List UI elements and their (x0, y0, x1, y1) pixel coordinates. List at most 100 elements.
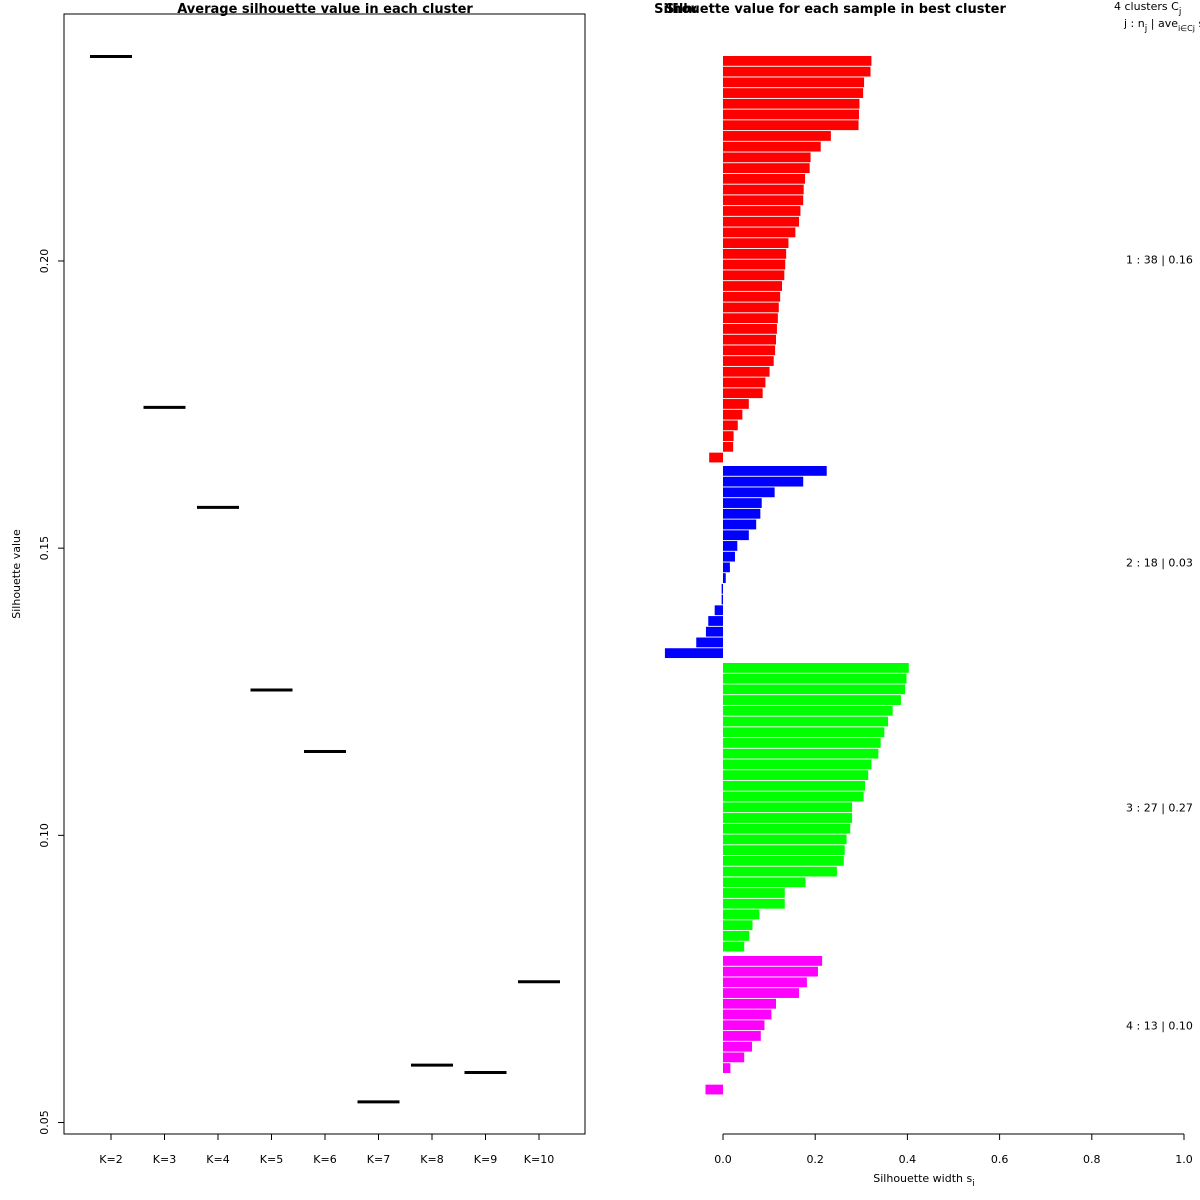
silhouette-bar (723, 216, 800, 227)
silhouette-bar (723, 977, 807, 988)
x-tick-label: K=5 (260, 1153, 283, 1166)
silhouette-bar (723, 562, 730, 573)
silhouette-bar (723, 663, 909, 673)
y-axis-label: Silhouette value (10, 529, 23, 619)
x-tick-label: K=4 (206, 1153, 229, 1166)
y-axis: 0.05 0.10 0.15 0.20 (38, 249, 64, 1135)
cluster-label: 3 : 27 | 0.27 (1126, 802, 1193, 815)
legend-header-line2: j : nj | avei∈Cj s (1123, 17, 1200, 34)
x-tick-label: K=10 (524, 1153, 554, 1166)
silhouette-bar (721, 594, 723, 605)
silhouette-bar (723, 441, 734, 452)
silhouette-bar (723, 195, 804, 206)
silhouette-bar (723, 998, 777, 1009)
silhouette-bar (723, 551, 735, 562)
chart-title: Silhouette value for each sample in best… (654, 2, 1006, 17)
cluster-1-bars (709, 56, 872, 463)
silhouette-bar (723, 716, 889, 727)
silhouette-bar (723, 573, 726, 583)
x-tick-label: 0.4 (899, 1153, 917, 1166)
cluster-labels: 1 : 38 | 0.16 2 : 18 | 0.03 3 : 27 | 0.27 4… (1126, 254, 1193, 1033)
average-silhouette-chart: Average silhouette value in each cluster… (10, 2, 586, 1166)
x-axis: 0.0 0.2 0.4 0.6 0.8 1.0 (714, 1133, 1193, 1166)
silhouette-bar (723, 366, 770, 377)
silhouette-bar (723, 727, 885, 738)
silhouette-bar (723, 673, 907, 684)
cluster-label: 1 : 38 | 0.16 (1126, 254, 1193, 267)
silhouette-bar (723, 377, 766, 388)
silhouette-bar (723, 1041, 753, 1052)
silhouette-bar (723, 302, 779, 313)
silhouette-bar (723, 399, 749, 409)
silhouette-bar (723, 238, 789, 249)
silhouette-bar (723, 1052, 745, 1063)
x-tick-label: 1.0 (1175, 1153, 1193, 1166)
x-axis: K=2 K=3 K=4 K=5 K=6 K=7 K=8 K=9 K=10 (99, 1133, 554, 1166)
silhouette-bar (723, 356, 774, 366)
y-tick-label: 0.15 (38, 536, 51, 561)
silhouette-bar (723, 888, 785, 898)
silhouette-bar (723, 855, 844, 866)
silhouette-bar (723, 909, 760, 920)
silhouette-bar (723, 466, 827, 476)
x-axis-label: Silhouette width si (873, 1172, 975, 1189)
silhouette-bar (723, 845, 845, 856)
silhouette-bar (723, 88, 864, 98)
silhouette-bar (723, 823, 851, 834)
silhouette-bar (723, 227, 796, 238)
silhouette-bar (723, 898, 785, 909)
silhouette-bars (664, 56, 909, 1095)
silhouette-bar (723, 530, 749, 541)
silhouette-bar (723, 770, 869, 780)
silhouette-bar (723, 163, 810, 173)
silhouette-bar (723, 409, 743, 420)
legend-header-line1: 4 clusters Cj (1114, 0, 1181, 17)
silhouette-bar (723, 866, 837, 877)
chart-title-overlap: Silhouette plot of (x = cl, dist = d) (665, 2, 917, 17)
cluster-3-bars (723, 663, 909, 952)
cluster-label: 4 : 13 | 0.10 (1126, 1020, 1193, 1033)
silhouette-bar (723, 802, 853, 813)
silhouette-bar (723, 508, 761, 519)
silhouette-bar (664, 648, 723, 659)
silhouette-bar (723, 684, 906, 695)
silhouette-bar (721, 583, 723, 594)
x-tick-label: K=7 (367, 1153, 390, 1166)
silhouette-bar (723, 173, 806, 184)
cluster-label: 2 : 18 | 0.03 (1126, 556, 1193, 569)
x-tick-label: K=3 (153, 1153, 176, 1166)
silhouette-bar (723, 281, 783, 291)
x-tick-label: 0.2 (806, 1153, 824, 1166)
silhouette-bar (723, 420, 738, 431)
silhouette-bar (723, 270, 785, 281)
silhouette-bar (723, 1009, 772, 1020)
silhouette-bar (723, 324, 777, 334)
silhouette-bar (723, 498, 762, 508)
silhouette-bar (723, 313, 778, 324)
silhouette-bar (723, 941, 745, 952)
silhouette-bar (723, 1063, 731, 1073)
plot-frame (63, 13, 586, 1135)
x-tick-label: K=9 (474, 1153, 497, 1166)
silhouette-bar (723, 77, 865, 88)
silhouette-bar (723, 487, 775, 498)
sample-silhouette-chart: Silhouette plot of (x = cl, dist = d) Si… (654, 0, 1200, 1189)
silhouette-bar (723, 131, 831, 141)
silhouette-bar (723, 956, 823, 966)
cluster-4-bars (705, 956, 823, 1095)
silhouette-bar (723, 56, 872, 66)
y-tick-label: 0.10 (38, 823, 51, 848)
silhouette-bar (723, 931, 750, 941)
x-tick-label: K=8 (420, 1153, 443, 1166)
x-tick-label: K=2 (99, 1153, 122, 1166)
silhouette-bar (723, 541, 738, 551)
x-tick-label: 0.8 (1083, 1153, 1101, 1166)
silhouette-bar (723, 291, 781, 302)
silhouette-bar (723, 109, 859, 120)
silhouette-bar (723, 98, 860, 109)
silhouette-bar (714, 605, 723, 616)
silhouette-bar (723, 748, 879, 759)
silhouette-bar (705, 626, 723, 637)
silhouette-bar (723, 248, 787, 259)
